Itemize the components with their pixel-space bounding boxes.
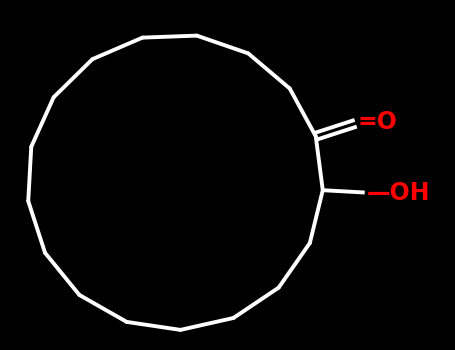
Text: =O: =O: [358, 110, 398, 134]
Text: —OH: —OH: [367, 181, 430, 204]
